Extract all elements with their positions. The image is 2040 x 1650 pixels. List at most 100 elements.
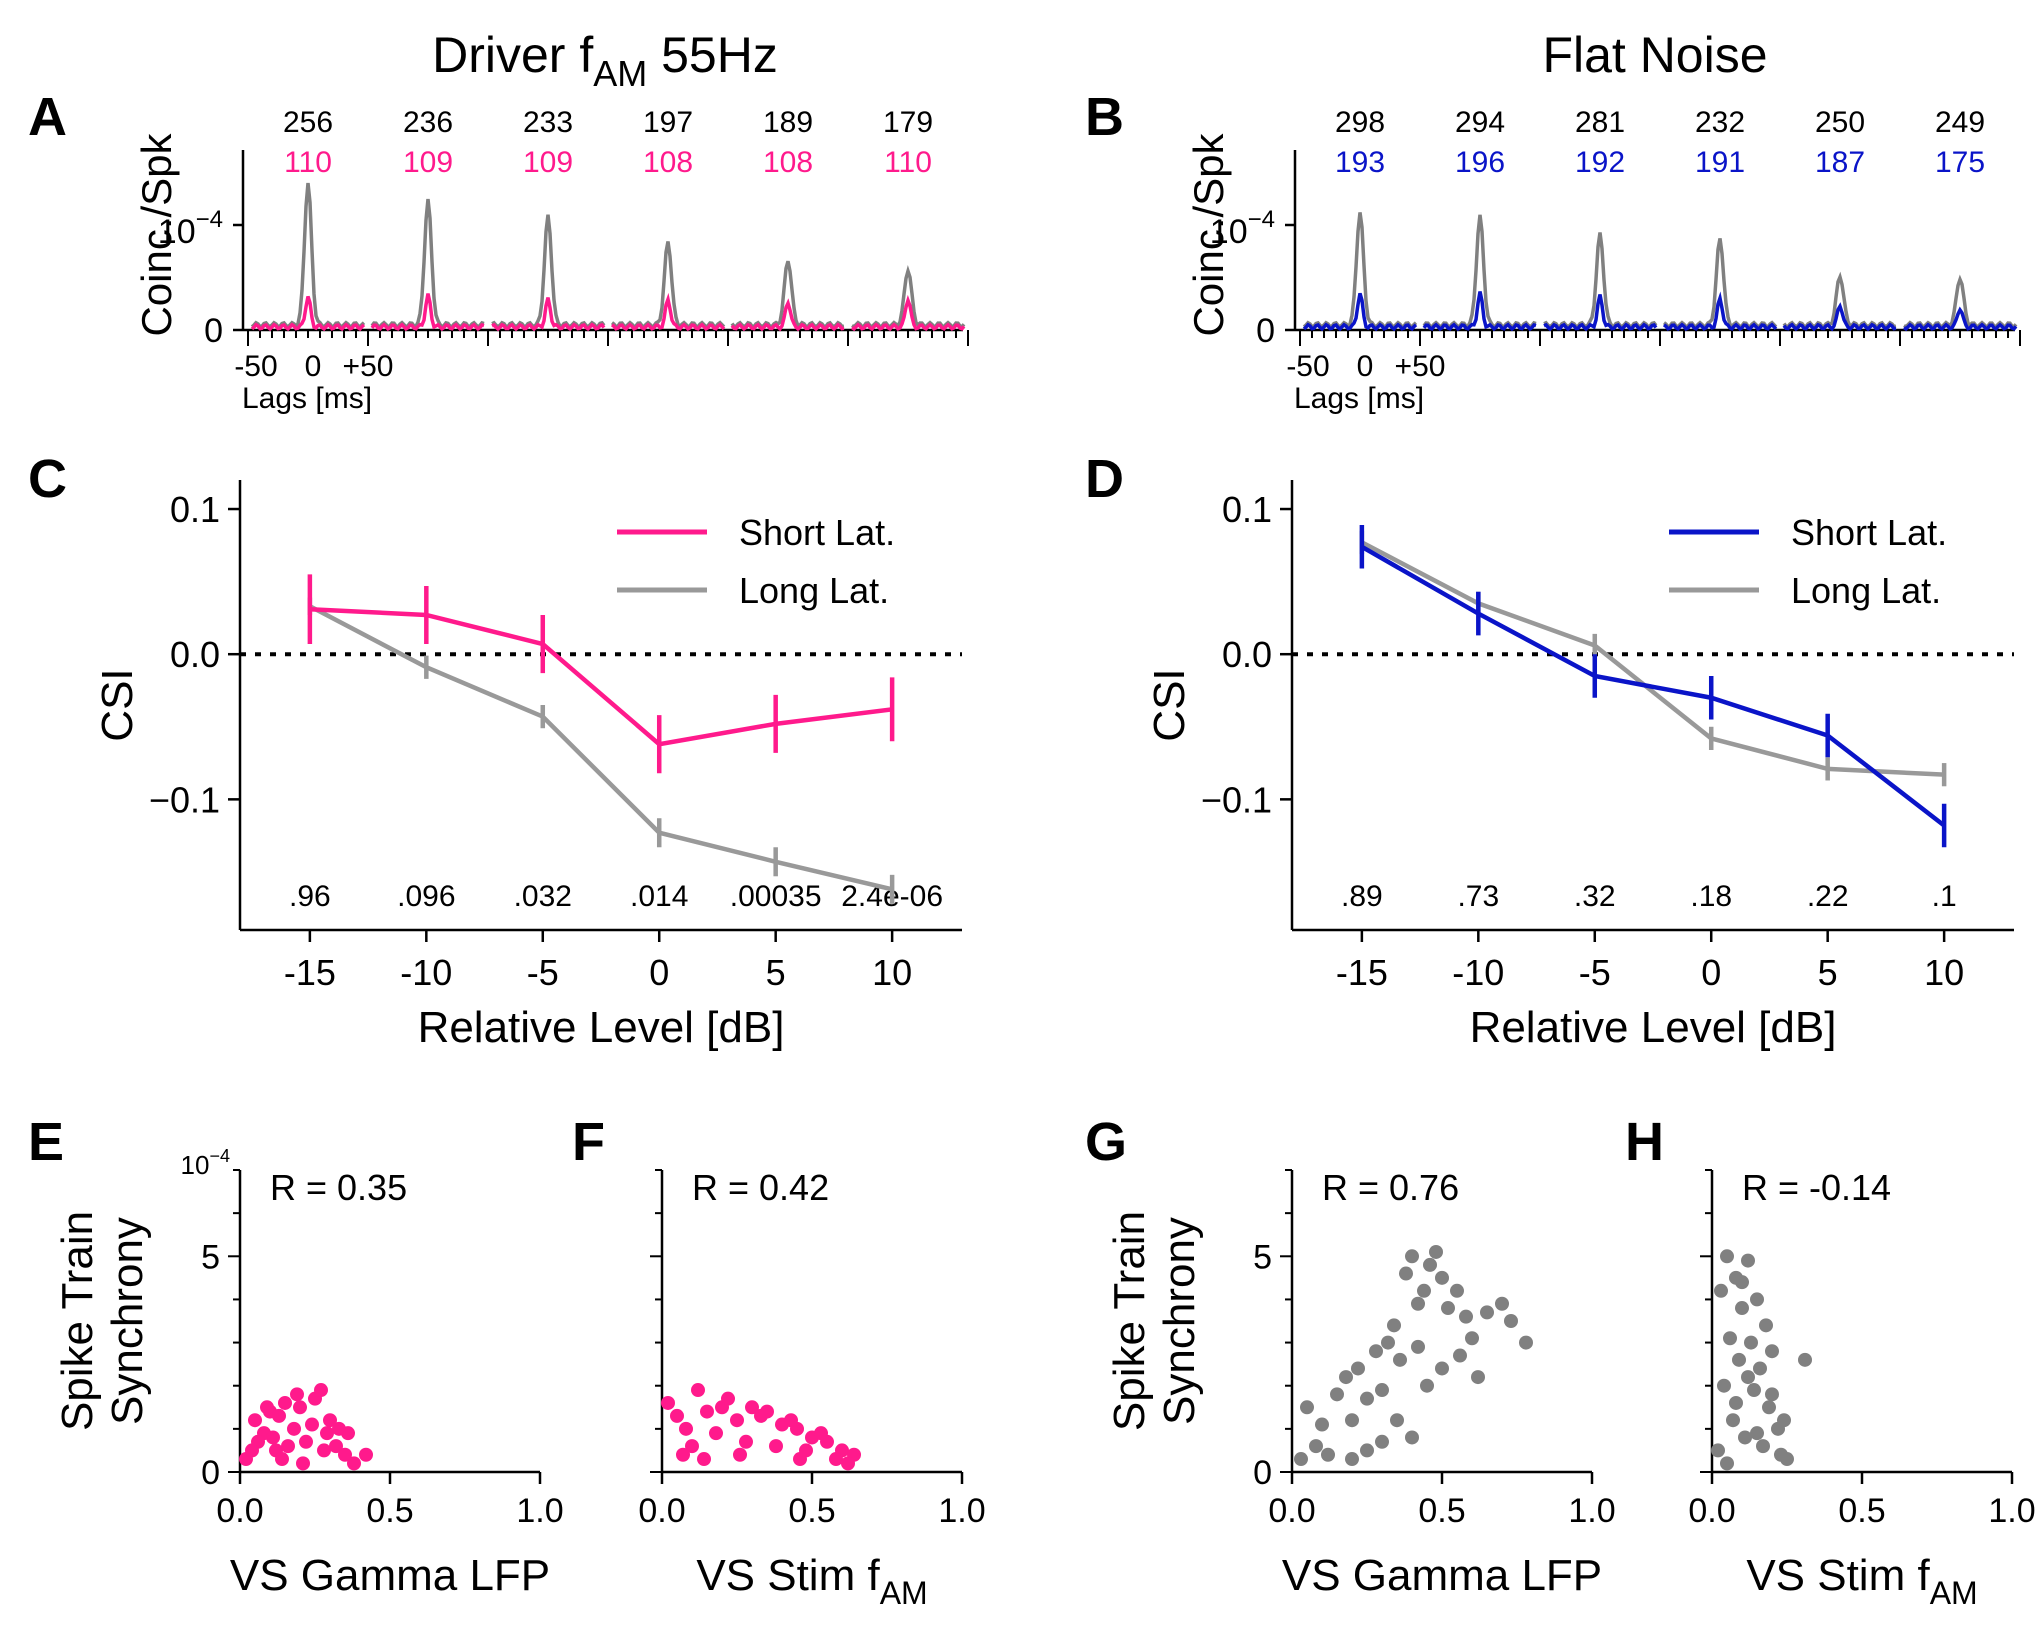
ccg-short-trace [1422,291,1537,332]
scatter-point [1753,1361,1767,1376]
y-tick-label: 0.0 [1222,634,1272,675]
scatter-point [1741,1253,1755,1268]
y-axis-label: Spike Train [1105,1211,1154,1431]
scatter-point [317,1443,331,1458]
scatter-point [1750,1292,1764,1307]
count-short: 191 [1695,146,1745,179]
scatter-point [1762,1400,1776,1415]
ccg-short-trace [491,297,606,332]
x-axis-label: Lags [ms] [242,382,372,415]
x-tick-label: 0 [649,952,669,993]
scatter-point [305,1417,319,1432]
count-short: 110 [884,146,932,179]
scatter-point [1300,1400,1314,1415]
x-tick-label: 0.0 [1268,1492,1315,1530]
scatter-point [266,1430,280,1445]
series-short-line [309,606,893,747]
y-tick-label: 0 [1253,1454,1272,1492]
scatter-point [1465,1331,1479,1346]
ccg-long-trace [370,198,485,330]
y-exponent-label: 10−4 [1210,206,1275,251]
scatter-point [1765,1344,1779,1359]
scatter-point [245,1443,259,1458]
series-short-line [1360,544,1946,828]
x-axis-label: VS Stim fAM [1746,1551,1977,1611]
scatter-point [1759,1318,1773,1333]
x-axis-label: VS Stim fAM [696,1551,927,1611]
y-axis-label: Synchrony [1155,1217,1204,1425]
title-flat-noise: Flat Noise [1542,27,1767,83]
y-tick-label: 0 [1256,312,1275,350]
scatter-point [1345,1413,1359,1428]
x-tick-label: -10 [400,952,452,993]
x-tick-label: -50 [234,350,277,383]
x-axis-label: Relative Level [dB] [418,1003,785,1052]
scatter-point [1390,1413,1404,1428]
x-axis-label: VS Gamma LFP [1282,1551,1602,1600]
y-axis-label: Coinc./Spk [133,132,180,336]
ccg-long-trace [1782,271,1897,330]
scatter-point [1480,1305,1494,1320]
scatter-point [1750,1426,1764,1441]
x-tick-label: -5 [1579,952,1611,993]
count-short: 187 [1815,146,1865,179]
ccg-long-trace [1543,232,1658,330]
scatter-point [1765,1387,1779,1402]
legend-label: Long Lat. [739,570,889,611]
panel-e-scatter: 0 5 10−4 0.0 0.5 1.0 R = 0.35 VS Gamma LFP Spike… [53,1146,564,1600]
scatter-point [248,1413,262,1428]
y-tick-label: 5 [201,1238,220,1276]
count-total: 232 [1695,106,1745,139]
scatter-point [290,1387,304,1402]
correlation-annotation: R = 0.42 [692,1167,829,1208]
panel-letter-h: H [1625,1112,1664,1172]
correlation-annotation: R = -0.14 [1742,1167,1891,1208]
panel-c-csi: 0.1 0.0 −0.1 -15 .96 -10 .096 -5 .032 0 .014 5 .0003… [93,480,962,1052]
scatter-point [1423,1257,1437,1272]
panel-letter-e: E [28,1112,64,1172]
scatter-point [338,1447,352,1462]
scatter-point [1417,1283,1431,1298]
ccg-short-trace [1662,291,1778,332]
scatter-point [1375,1383,1389,1398]
x-tick-label: 5 [766,952,786,993]
y-tick-label: 0 [204,312,223,350]
scatter-point [320,1426,334,1441]
scatter-point [1360,1443,1374,1458]
count-short: 110 [284,146,332,179]
scatter-point [697,1452,711,1467]
scatter-point [685,1439,699,1454]
x-tick-label: 0.5 [366,1492,413,1530]
y-tick-label: −0.1 [149,779,220,820]
x-tick-label: 1.0 [516,1492,563,1530]
correlation-annotation: R = 0.76 [1322,1167,1459,1208]
y-tick-label: 0.1 [1222,489,1272,530]
scatter-point [1411,1339,1425,1354]
scatter-point [691,1383,705,1398]
scatter-point [784,1413,798,1428]
scatter-point [1441,1301,1455,1316]
panel-h-scatter: 0.0 0.5 1.0 R = -0.14 VS Stim fAM [1688,1167,2035,1611]
scatter-point [1339,1370,1353,1385]
count-total: 249 [1935,106,1985,139]
ccg-long-trace [1302,212,1418,330]
x-tick-label: -15 [284,952,336,993]
scatter-point [730,1413,744,1428]
ccg-short-trace [1903,306,2018,332]
series-long-line [1360,540,1945,777]
panel-letter-d: D [1085,449,1124,509]
scatter-point [1735,1275,1749,1290]
p-value-label: .96 [289,880,331,913]
count-short: 192 [1575,146,1625,179]
y-axis-label: Synchrony [103,1217,152,1425]
y-axis-label: Coinc./Spk [1185,132,1232,336]
scatter-point [733,1447,747,1462]
scatter-point [1315,1417,1329,1432]
scatter-point [769,1439,783,1454]
count-short: 108 [763,146,813,179]
x-tick-label: 0.0 [1688,1492,1735,1530]
count-short: 196 [1455,146,1505,179]
scatter-point [359,1447,373,1462]
count-total: 236 [403,106,453,139]
